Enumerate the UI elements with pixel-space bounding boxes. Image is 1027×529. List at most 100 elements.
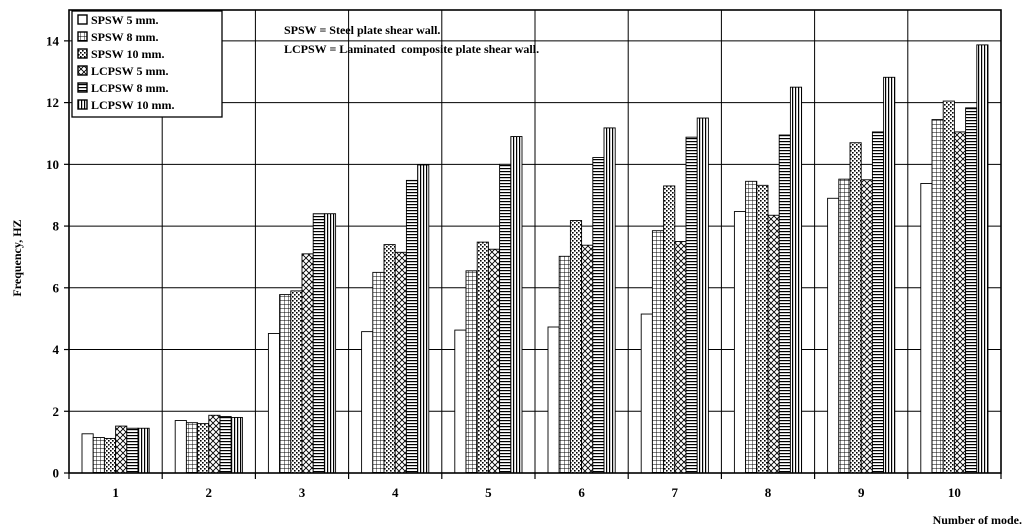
bar-1-mode-9 xyxy=(827,197,840,474)
bar-6-mode-4 xyxy=(417,164,430,474)
bar-2-mode-8 xyxy=(745,180,758,474)
y-tick-label: 0 xyxy=(53,466,60,481)
bar-5-mode-7 xyxy=(685,136,698,474)
legend-swatch xyxy=(77,48,88,59)
bar-1-mode-5 xyxy=(454,329,467,474)
x-tick-label: 4 xyxy=(392,485,399,500)
bar-2-mode-5 xyxy=(465,270,478,474)
y-tick-label: 8 xyxy=(53,219,60,234)
bar-2-mode-4 xyxy=(372,271,385,474)
bar-3-mode-2 xyxy=(197,423,210,474)
bar-5-mode-6 xyxy=(592,157,605,474)
bar-1-mode-4 xyxy=(361,331,374,474)
bar-4-mode-1 xyxy=(115,425,128,474)
bar-1-mode-3 xyxy=(267,333,281,474)
bar-3-mode-3 xyxy=(290,290,303,474)
legend-label: LCPSW 5 mm. xyxy=(91,64,168,78)
bar-3-mode-10 xyxy=(942,100,955,474)
bar-1-mode-7 xyxy=(640,313,653,474)
bar-5-mode-1 xyxy=(126,427,139,474)
x-tick-label: 2 xyxy=(206,485,213,500)
bar-1-mode-8 xyxy=(733,211,747,474)
bar-2-mode-7 xyxy=(651,230,665,474)
x-tick-label: 9 xyxy=(858,485,865,500)
bar-6-mode-1 xyxy=(137,427,150,474)
bar-4-mode-8 xyxy=(767,214,780,474)
bar-4-mode-9 xyxy=(860,179,873,474)
legend-label: SPSW 10 mm. xyxy=(91,47,164,61)
bar-2-mode-1 xyxy=(92,437,105,474)
bar-2-mode-10 xyxy=(931,119,944,474)
bar-5-mode-9 xyxy=(871,131,885,474)
bar-5-mode-2 xyxy=(219,416,232,474)
bar-6-mode-9 xyxy=(883,76,896,474)
bars xyxy=(81,44,989,474)
y-tick-label: 6 xyxy=(53,280,60,295)
bar-6-mode-6 xyxy=(603,127,616,474)
gridlines xyxy=(69,10,1001,473)
axes xyxy=(64,9,1002,479)
bar-6-mode-10 xyxy=(976,44,989,474)
annotation-lcpsw: LCPSW = Laminated composite plate shear … xyxy=(284,42,539,56)
bar-2-mode-2 xyxy=(185,422,199,474)
y-tick-label: 14 xyxy=(46,33,60,48)
y-tick-label: 4 xyxy=(53,342,60,357)
legend-label: SPSW 5 mm. xyxy=(91,13,158,27)
legend-box xyxy=(71,10,223,118)
bar-6-mode-8 xyxy=(789,86,803,474)
bar-1-mode-1 xyxy=(81,433,94,474)
bar-3-mode-8 xyxy=(756,184,769,474)
y-tick-label: 10 xyxy=(46,157,59,172)
y-tick-label: 2 xyxy=(53,404,60,419)
annotation-spsw: SPSW = Steel plate shear wall. xyxy=(284,23,440,37)
bar-3-mode-7 xyxy=(663,185,676,474)
bar-1-mode-2 xyxy=(174,420,187,474)
legend-label: LCPSW 8 mm. xyxy=(91,81,168,95)
legend-swatch xyxy=(77,14,88,25)
y-tick-label: 12 xyxy=(46,95,59,110)
bar-5-mode-4 xyxy=(405,179,419,474)
x-tick-label: 6 xyxy=(578,485,585,500)
x-tick-label: 3 xyxy=(299,485,306,500)
bar-1-mode-6 xyxy=(547,326,560,474)
legend: SPSW 5 mm. SPSW 8 mm. SPSW 10 mm. LCPSW 5 m… xyxy=(71,10,223,118)
bar-3-mode-9 xyxy=(849,142,862,474)
bar-3-mode-1 xyxy=(103,437,117,474)
legend-swatch xyxy=(77,31,88,42)
bar-5-mode-5 xyxy=(499,163,512,474)
bar-6-mode-3 xyxy=(323,213,337,474)
bar-3-mode-6 xyxy=(569,220,583,474)
x-axis-title: Number of mode. xyxy=(933,513,1022,527)
legend-swatch xyxy=(77,82,88,93)
bar-6-mode-2 xyxy=(230,416,243,474)
bar-4-mode-2 xyxy=(208,414,221,474)
x-tick-label: 8 xyxy=(765,485,772,500)
legend-label: SPSW 8 mm. xyxy=(91,30,158,44)
bar-2-mode-3 xyxy=(279,294,292,474)
bar-5-mode-3 xyxy=(312,213,325,474)
bar-5-mode-8 xyxy=(778,134,791,474)
bar-6-mode-5 xyxy=(510,136,523,474)
bar-4-mode-3 xyxy=(301,253,314,474)
bar-6-mode-7 xyxy=(696,117,709,474)
legend-swatch xyxy=(77,99,88,110)
legend-swatch xyxy=(77,65,88,76)
x-tick-label: 1 xyxy=(112,485,119,500)
bar-1-mode-10 xyxy=(920,183,933,474)
x-tick-label: 7 xyxy=(672,485,679,500)
bar-4-mode-5 xyxy=(487,248,501,474)
bar-2-mode-9 xyxy=(838,178,851,474)
bar-2-mode-6 xyxy=(558,255,571,474)
bar-4-mode-7 xyxy=(674,241,687,474)
bar-3-mode-5 xyxy=(476,241,489,474)
bar-4-mode-4 xyxy=(394,251,407,474)
bar-5-mode-10 xyxy=(965,107,978,474)
bar-4-mode-6 xyxy=(581,244,594,474)
y-axis-title: Frequency, HZ xyxy=(10,219,24,296)
bar-3-mode-4 xyxy=(383,244,396,474)
x-tick-label: 5 xyxy=(485,485,492,500)
legend-label: LCPSW 10 mm. xyxy=(91,98,174,112)
bar-4-mode-10 xyxy=(953,131,967,474)
